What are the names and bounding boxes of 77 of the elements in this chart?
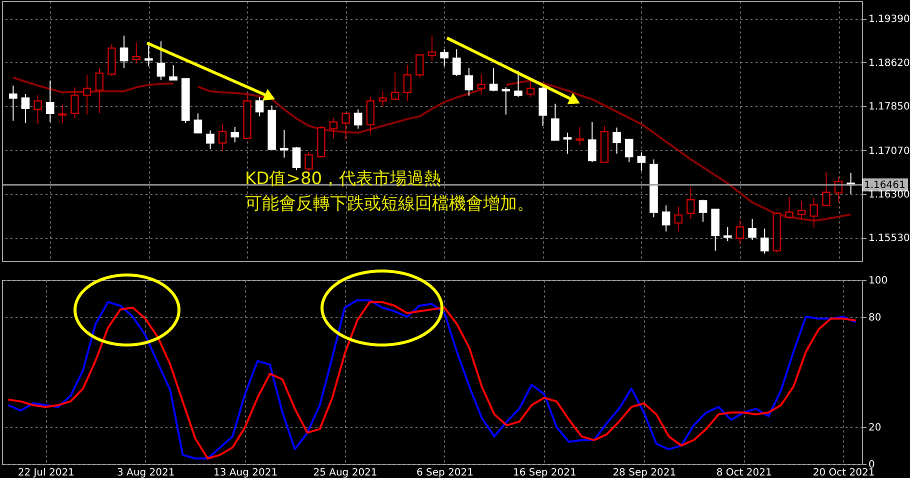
- candlestick: [674, 206, 683, 232]
- candlestick: [748, 218, 756, 240]
- candlestick: [440, 48, 448, 67]
- candlestick: [378, 90, 387, 108]
- candlestick: [576, 126, 584, 146]
- candlestick: [464, 67, 474, 96]
- candlestick: [342, 112, 350, 140]
- candlestick: [822, 171, 830, 206]
- candlestick: [132, 42, 140, 64]
- annotation: 可能會反轉下跌或短線回檔機會增加。: [245, 194, 534, 214]
- candlestick: [736, 220, 744, 244]
- x-tick-label: 22 Jul 2021: [18, 468, 74, 478]
- candlestick: [21, 94, 30, 124]
- candlestick: [662, 204, 670, 232]
- x-tick-label: 28 Sep 2021: [612, 468, 676, 478]
- candlestick: [230, 126, 240, 143]
- annotation: KD值>80，代表市場過熱: [245, 169, 442, 189]
- candlestick: [724, 226, 732, 242]
- candlestick: [416, 54, 424, 78]
- candlestick: [206, 130, 214, 150]
- candlestick: [169, 64, 178, 81]
- candlestick: [797, 200, 806, 220]
- y-tick-label: 100: [868, 276, 888, 286]
- candlestick: [82, 74, 92, 116]
- candlestick: [58, 104, 67, 124]
- candlestick: [514, 70, 522, 98]
- candlestick: [144, 44, 153, 67]
- candlestick: [292, 146, 301, 171]
- candlestick: [194, 112, 202, 134]
- candlestick: [686, 186, 695, 220]
- y-tick-label: 20: [868, 422, 882, 434]
- candlestick: [280, 129, 288, 158]
- candlestick: [95, 67, 104, 114]
- candlestick: [810, 197, 818, 228]
- candlestick: [255, 96, 264, 117]
- candlestick: [390, 71, 400, 100]
- candlestick: [428, 35, 436, 62]
- candlestick: [366, 96, 375, 134]
- candlestick: [612, 127, 621, 154]
- x-tick-label: 20 Oct 2021: [812, 468, 875, 478]
- candlestick: [760, 228, 769, 254]
- ref-line-label: 1.16461: [864, 180, 906, 191]
- candlestick: [502, 86, 510, 116]
- candlestick: [9, 85, 18, 122]
- candlestick: [34, 94, 42, 125]
- y-tick-label: 1.18620: [868, 58, 910, 69]
- candlestick: [624, 138, 634, 163]
- candlestick: [698, 199, 708, 222]
- candlestick: [329, 117, 338, 139]
- candlestick: [452, 48, 461, 76]
- y-tick-label: 80: [868, 312, 882, 324]
- x-tick-label: 16 Sep 2021: [512, 468, 576, 478]
- candlestick: [70, 86, 79, 118]
- x-tick-label: 3 Aug 2021: [116, 468, 175, 478]
- candlestick: [156, 40, 166, 80]
- candlestick: [120, 35, 128, 68]
- y-tick-label: 1.16300: [868, 190, 910, 201]
- x-tick-label: 13 Aug 2021: [214, 468, 278, 478]
- candlestick: [477, 74, 486, 95]
- candlestick: [785, 196, 794, 220]
- candlestick: [551, 103, 560, 141]
- x-tick-label: 6 Sep 2021: [416, 468, 474, 478]
- y-tick-label: 1.17070: [868, 146, 910, 157]
- candlestick: [46, 80, 54, 122]
- x-tick-label: 25 Aug 2021: [313, 468, 378, 478]
- candlestick: [218, 124, 227, 152]
- candlestick: [526, 80, 535, 98]
- y-tick-label: 1.15530: [868, 233, 910, 244]
- candlestick: [588, 121, 596, 163]
- candlestick: [354, 108, 362, 130]
- candlestick: [489, 67, 498, 92]
- candlestick: [403, 64, 412, 102]
- candlestick: [637, 152, 646, 172]
- y-tick-label: 1.19390: [868, 14, 910, 26]
- x-tick-label: 8 Oct 2021: [716, 468, 772, 478]
- candlestick: [563, 132, 572, 154]
- y-tick-label: 1.17850: [868, 102, 910, 113]
